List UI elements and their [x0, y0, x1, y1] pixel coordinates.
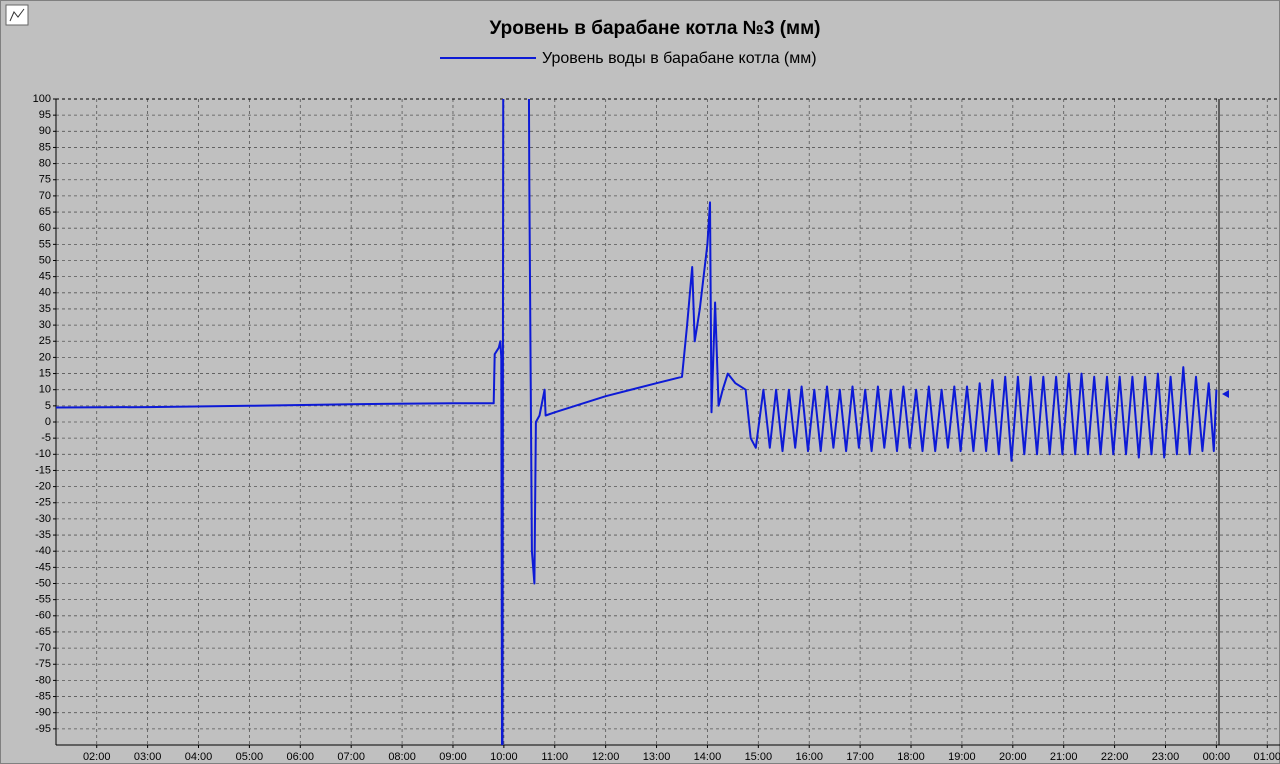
y-tick-label: 25	[39, 335, 51, 347]
y-tick-label: 55	[39, 238, 51, 250]
y-tick-label: 50	[39, 254, 51, 266]
y-tick-label: 35	[39, 303, 51, 315]
y-tick-label: -5	[41, 432, 51, 444]
x-tick-label: 00:00	[1203, 751, 1231, 763]
y-tick-label: 40	[39, 287, 51, 299]
x-tick-label: 13:00	[643, 751, 671, 763]
x-tick-label: 16:00	[795, 751, 823, 763]
x-tick-label: 22:00	[1101, 751, 1129, 763]
y-tick-label: 10	[39, 384, 51, 396]
x-tick-label: 23:00	[1152, 751, 1180, 763]
y-tick-label: 90	[39, 125, 51, 137]
x-tick-label: 11:00	[541, 751, 568, 763]
y-tick-label: 0	[45, 416, 51, 428]
x-tick-label: 09:00	[439, 751, 467, 763]
x-tick-label: 07:00	[337, 751, 365, 763]
y-tick-label: -10	[35, 448, 51, 460]
x-tick-label: 10:00	[490, 751, 518, 763]
grid	[56, 98, 1280, 745]
y-tick-label: -75	[35, 658, 51, 670]
x-tick-label: 02:00	[83, 751, 111, 763]
x-tick-label: 20:00	[999, 751, 1027, 763]
y-tick-label: 75	[39, 174, 51, 186]
x-tick-label: 12:00	[592, 751, 620, 763]
y-tick-label: 100	[33, 93, 51, 105]
current-marker	[1222, 390, 1229, 398]
chart-title: Уровень в барабане котла №3 (мм)	[490, 18, 821, 39]
x-tick-label: 15:00	[745, 751, 773, 763]
x-tick-label: 14:00	[694, 751, 722, 763]
y-tick-label: -20	[35, 481, 51, 493]
y-tick-label: 30	[39, 319, 51, 331]
y-tick-label: -45	[35, 561, 51, 573]
y-tick-label: 5	[45, 400, 51, 412]
y-tick-label: -65	[35, 626, 51, 638]
x-tick-label: 21:00	[1050, 751, 1078, 763]
x-tick-label: 03:00	[134, 751, 162, 763]
y-tick-label: -40	[35, 545, 51, 557]
y-tick-label: -50	[35, 577, 51, 589]
plot	[56, 99, 1218, 745]
x-tick-label: 05:00	[236, 751, 264, 763]
y-tick-label: -55	[35, 594, 51, 606]
x-tick-label: 18:00	[897, 751, 925, 763]
y-tick-label: 85	[39, 141, 51, 153]
series-line	[56, 99, 1218, 745]
y-tick-label: -80	[35, 674, 51, 686]
x-tick-label: 04:00	[185, 751, 213, 763]
y-tick-label: 95	[39, 109, 51, 121]
y-tick-label: 15	[39, 367, 51, 379]
x-tick-label: 08:00	[388, 751, 416, 763]
y-tick-label: -70	[35, 642, 51, 654]
x-tick-label: 01:00	[1254, 751, 1280, 763]
legend-label: Уровень воды в барабане котла (мм)	[542, 50, 817, 67]
x-tick-label: 19:00	[948, 751, 976, 763]
y-tick-label: 80	[39, 158, 51, 170]
y-tick-label: -35	[35, 529, 51, 541]
x-tick-label: 17:00	[846, 751, 874, 763]
y-tick-label: -60	[35, 610, 51, 622]
icon-glyph	[9, 8, 25, 22]
y-tick-label: -95	[35, 723, 51, 735]
y-tick-label: -15	[35, 464, 51, 476]
y-tick-label: 60	[39, 222, 51, 234]
y-tick-label: 20	[39, 351, 51, 363]
y-tick-label: 45	[39, 271, 51, 283]
y-tick-label: 65	[39, 206, 51, 218]
y-tick-label: -30	[35, 513, 51, 525]
x-tick-label: 06:00	[287, 751, 315, 763]
y-tick-label: -90	[35, 707, 51, 719]
y-tick-label: -85	[35, 690, 51, 702]
y-tick-label: -25	[35, 497, 51, 509]
y-tick-label: 70	[39, 190, 51, 202]
